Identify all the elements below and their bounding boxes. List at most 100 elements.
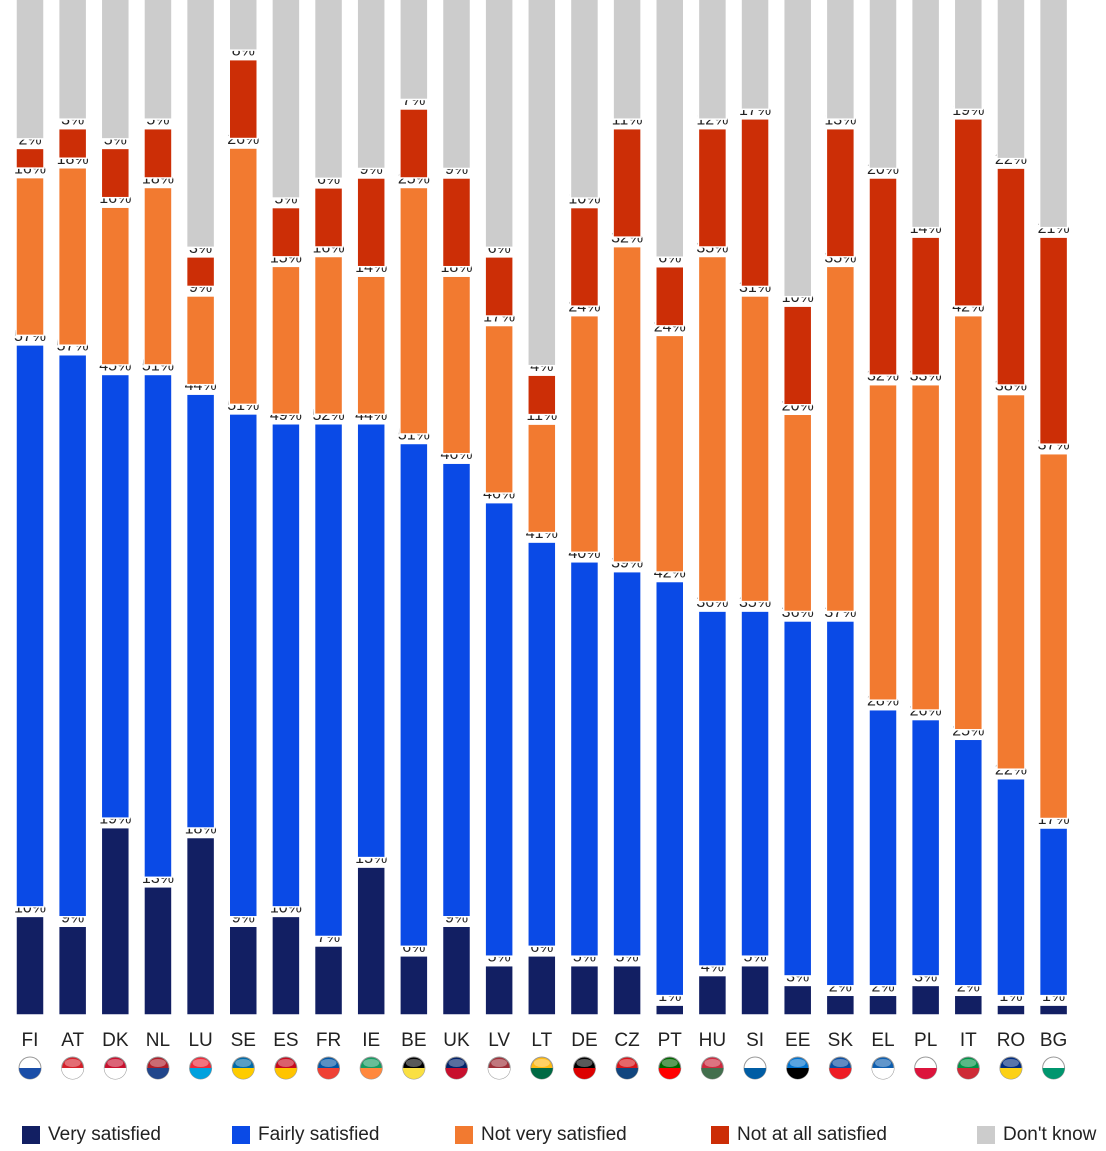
bar-de-fairly-satisfied [569,561,600,957]
bar-nl-very-satisfied [143,886,173,1016]
spain-flag-icon [274,1056,298,1080]
legend-swatch [455,1126,473,1144]
legend-item: Fairly satisfied [232,1124,379,1146]
bar-el-don-t-know [868,0,898,170]
bar-at-don-t-know [57,0,88,120]
bar-pl-not-very-satisfied [910,383,941,711]
legend-item: Not very satisfied [455,1124,627,1146]
bar-uk-not-very-satisfied [441,275,472,455]
bar-it-not-very-satisfied [953,314,984,731]
bar-si-not-very-satisfied [740,295,770,603]
estonia-flag-icon [786,1056,810,1080]
bar-at-very-satisfied [57,925,88,1016]
bar-lv-very-satisfied [484,964,514,1016]
bar-be-not-at-all-satisfied [399,108,429,179]
category-label: SE [231,1030,256,1051]
legend-label: Fairly satisfied [258,1124,380,1145]
finland-flag-icon [18,1056,42,1080]
bar-lv-not-at-all-satisfied [484,256,514,317]
category-label: LV [488,1030,510,1051]
bar-bg-very-satisfied [1038,1004,1069,1016]
bar-bg-not-very-satisfied [1038,452,1069,820]
bar-sk-don-t-know [825,0,856,120]
bar-cz-don-t-know [612,0,642,120]
legend-swatch [232,1126,250,1144]
bar-dk-don-t-know [100,0,131,140]
belgium-flag-icon [402,1056,426,1080]
ireland-flag-icon [359,1056,383,1080]
bar-pt-very-satisfied [655,1004,685,1016]
category-label: NL [146,1030,170,1051]
category-label: LT [531,1030,552,1051]
bar-nl-don-t-know [143,0,173,120]
bar-ie-fairly-satisfied [356,423,386,859]
bar-nl-not-very-satisfied [143,186,173,366]
bar-si-very-satisfied [740,964,770,1016]
category-label: CZ [614,1030,640,1051]
bar-sk-fairly-satisfied [825,620,856,987]
bar-el-very-satisfied [868,994,898,1016]
bar-el-not-at-all-satisfied [868,177,898,376]
bar-ee-not-at-all-satisfied [782,305,813,406]
category-label: BG [1040,1030,1067,1051]
hungary-flag-icon [700,1056,724,1080]
bulgaria-flag-icon [1042,1056,1066,1080]
bar-si-don-t-know [740,0,770,111]
bar-cz-fairly-satisfied [612,570,642,957]
bar-dk-fairly-satisfied [100,373,131,819]
bar-fi-don-t-know [15,0,45,140]
lithuania-flag-icon [530,1056,554,1080]
bar-be-don-t-know [399,0,429,101]
bar-el-not-very-satisfied [868,383,898,701]
category-label: FR [316,1030,341,1051]
bar-de-not-very-satisfied [569,314,600,554]
bar-cz-not-very-satisfied [612,245,642,563]
bar-it-fairly-satisfied [953,738,984,987]
bar-ie-very-satisfied [356,866,386,1016]
bar-nl-fairly-satisfied [143,373,173,879]
bar-es-very-satisfied [271,915,301,1016]
greece-flag-icon [871,1056,895,1080]
bar-fr-fairly-satisfied [313,423,344,938]
bar-cz-very-satisfied [612,964,642,1016]
category-label: PL [914,1030,937,1051]
bar-lu-fairly-satisfied [185,393,216,829]
bar-lv-fairly-satisfied [484,501,514,957]
legend-label: Not at all satisfied [737,1124,887,1145]
bar-fi-very-satisfied [15,915,45,1016]
bar-de-not-at-all-satisfied [569,206,600,307]
bar-uk-don-t-know [441,0,472,170]
bar-be-not-very-satisfied [399,186,429,435]
poland-flag-icon [914,1056,938,1080]
denmark-flag-icon [103,1056,127,1080]
category-label: BE [401,1030,426,1051]
bar-es-fairly-satisfied [271,423,301,908]
legend-swatch [22,1126,40,1144]
bar-se-very-satisfied [228,925,258,1016]
bar-pl-don-t-know [910,0,941,229]
bar-pl-very-satisfied [910,984,941,1016]
bar-ie-not-very-satisfied [356,275,386,416]
bar-dk-not-at-all-satisfied [100,147,131,199]
czech-flag-icon [615,1056,639,1080]
bar-ee-not-very-satisfied [782,413,813,613]
bar-pl-fairly-satisfied [910,718,941,977]
category-label: FI [22,1030,39,1051]
bar-de-very-satisfied [569,964,600,1016]
category-label: IE [362,1030,380,1051]
bar-lt-very-satisfied [527,955,557,1016]
france-flag-icon [317,1056,341,1080]
bar-ro-not-at-all-satisfied [996,167,1026,386]
germany-flag-icon [572,1056,596,1080]
bar-de-don-t-know [569,0,600,199]
bar-lu-not-at-all-satisfied [185,256,216,288]
bar-se-don-t-know [228,0,258,51]
bar-hu-not-at-all-satisfied [697,127,728,248]
bar-bg-don-t-know [1038,0,1069,229]
category-label: AT [61,1030,84,1051]
bar-lu-not-very-satisfied [185,295,216,386]
legend-swatch [977,1126,995,1144]
bar-hu-don-t-know [697,0,728,120]
bar-be-fairly-satisfied [399,442,429,948]
category-label: RO [997,1030,1026,1051]
